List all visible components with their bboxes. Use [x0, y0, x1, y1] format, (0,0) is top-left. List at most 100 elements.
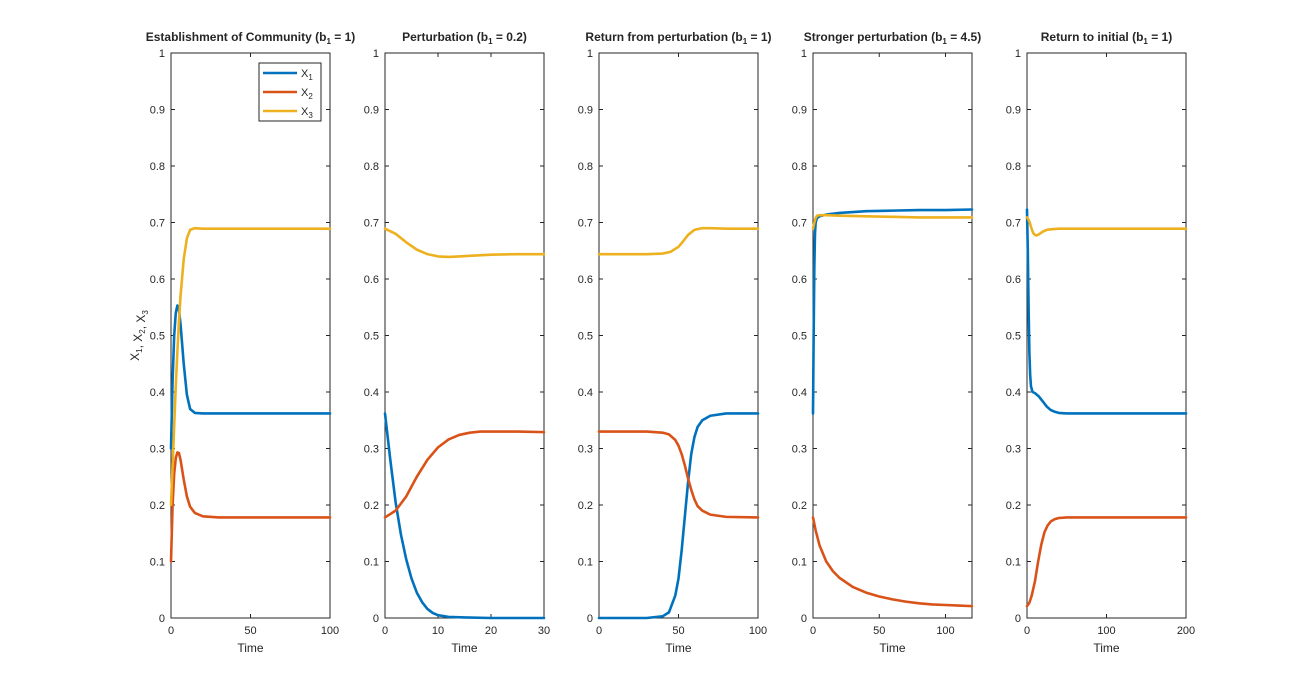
panel-title-end: = 1): [747, 30, 771, 44]
y-tick-label: 0.1: [578, 557, 593, 569]
x-tick-label: 0: [382, 625, 388, 637]
y-tick-label: 0.8: [364, 161, 379, 173]
x-axis-label: Time: [451, 641, 478, 655]
series-line-x1: [1025, 208, 1188, 415]
legend-entry-base: X: [301, 106, 309, 118]
y-tick-label: 0.5: [364, 331, 379, 343]
axes-box: [812, 52, 973, 619]
y-tick-label: 0.1: [1006, 557, 1021, 569]
x-tick-label: 0: [168, 625, 174, 637]
y-tick-label: 0.8: [792, 161, 807, 173]
series-line-x2: [169, 451, 332, 563]
x-tick-label: 100: [321, 625, 339, 637]
panel-title: Stronger perturbation (b1 = 4.5): [804, 30, 981, 46]
x-axis-label: Time: [879, 641, 906, 655]
y-axis-label-part: X: [128, 353, 142, 361]
y-tick-label: 0.3: [364, 444, 379, 456]
y-tick-label: 0.3: [578, 444, 593, 456]
x-tick-label: 0: [596, 625, 602, 637]
y-tick-label: 0.2: [1006, 500, 1021, 512]
y-tick-label: 0.6: [792, 274, 807, 286]
panel-title-main: Establishment of Community (b: [146, 30, 327, 44]
y-tick-label: 0: [159, 613, 165, 625]
y-tick-label: 0.8: [150, 161, 165, 173]
series-line-x3: [597, 226, 760, 256]
y-tick-label: 0.7: [578, 218, 593, 230]
y-tick-label: 0.4: [1006, 387, 1021, 399]
panel-title-main: Return to initial (b: [1041, 30, 1144, 44]
y-tick-label: 0.9: [364, 105, 379, 117]
y-tick-label: 1: [1015, 48, 1021, 60]
x-tick-label: 0: [810, 625, 816, 637]
x-tick-label: 100: [1097, 625, 1115, 637]
x-axis-label: Time: [237, 641, 264, 655]
y-tick-label: 0.1: [364, 557, 379, 569]
x-axis-label: Time: [665, 641, 692, 655]
y-tick-label: 0: [1015, 613, 1021, 625]
panel-title-main: Stronger perturbation (b: [804, 30, 943, 44]
y-tick-label: 0.7: [1006, 218, 1021, 230]
x-tick-label: 50: [244, 625, 256, 637]
panel-title: Return from perturbation (b1 = 1): [585, 30, 771, 46]
y-tick-label: 0.9: [150, 105, 165, 117]
panel-title: Perturbation (b1 = 0.2): [402, 30, 527, 46]
series-line-x1: [597, 412, 760, 620]
x-tick-label: 30: [538, 625, 550, 637]
panel-title-subscript: 1: [743, 37, 748, 46]
y-tick-label: 0.3: [1006, 444, 1021, 456]
series-line-x3: [811, 213, 974, 231]
y-tick-label: 0.1: [150, 557, 165, 569]
y-tick-label: 1: [159, 48, 165, 60]
y-tick-label: 0: [373, 613, 379, 625]
panel-3: 0 0.1 0.2 0.3 0.4 0.5 0.6 0.7 0.8 0.9 1 0 50 100 Retur…: [578, 30, 772, 655]
y-axis-label-subscript: 1: [135, 348, 144, 353]
panel-title: Establishment of Community (b1 = 1): [146, 30, 356, 46]
y-tick-label: 0.3: [792, 444, 807, 456]
series-line-x2: [1025, 516, 1188, 608]
panel-title: Return to initial (b1 = 1): [1041, 30, 1172, 46]
y-tick-label: 0.6: [578, 274, 593, 286]
y-axis-label-part: , X: [134, 315, 148, 330]
y-axis-label-part: , X: [131, 334, 145, 349]
panel-title-subscript: 1: [326, 37, 331, 46]
y-tick-label: 0.7: [150, 218, 165, 230]
panel-4: 0 0.1 0.2 0.3 0.4 0.5 0.6 0.7 0.8 0.9 1 0 50 100 Stron…: [792, 30, 982, 655]
y-tick-label: 0.5: [792, 331, 807, 343]
panel-title-subscript: 1: [1143, 37, 1148, 46]
y-tick-label: 0.4: [792, 387, 807, 399]
y-tick-label: 0.1: [792, 557, 807, 569]
x-tick-label: 0: [1024, 625, 1030, 637]
x-tick-label: 20: [485, 625, 497, 637]
y-tick-label: 0.4: [364, 387, 379, 399]
y-tick-label: 0.5: [1006, 331, 1021, 343]
y-tick-label: 0.3: [150, 444, 165, 456]
legend-entry-x2: X2: [301, 87, 313, 101]
y-tick-label: 0.7: [792, 218, 807, 230]
axes-box: [384, 52, 545, 619]
y-axis-label-subscript: 3: [141, 310, 150, 315]
y-axis-label: X1, X2, X3: [128, 310, 150, 361]
panel-title-end: = 1): [1148, 30, 1172, 44]
panel-title-end: = 1): [331, 30, 355, 44]
y-tick-label: 0: [801, 613, 807, 625]
axes-box: [170, 52, 331, 619]
panel-title-main: Return from perturbation (b: [585, 30, 742, 44]
y-tick-label: 0.9: [792, 105, 807, 117]
x-tick-label: 10: [432, 625, 444, 637]
legend-entry-subscript: 1: [308, 73, 313, 82]
series-line-x1: [383, 412, 546, 620]
legend-entry-subscript: 2: [308, 92, 313, 101]
legend-entry-subscript: 3: [308, 111, 313, 120]
panel-title-end: = 4.5): [947, 30, 981, 44]
y-tick-label: 0.8: [1006, 161, 1021, 173]
panel-title-end: = 0.2): [493, 30, 527, 44]
y-tick-label: 1: [801, 48, 807, 60]
y-axis-label-subscript: 2: [138, 329, 147, 334]
y-tick-label: 0.8: [578, 161, 593, 173]
panel-title-subscript: 1: [488, 37, 493, 46]
y-tick-label: 0.2: [792, 500, 807, 512]
series-line-x1: [169, 304, 332, 450]
y-tick-label: 0.4: [150, 387, 165, 399]
series-line-x3: [1025, 216, 1188, 237]
